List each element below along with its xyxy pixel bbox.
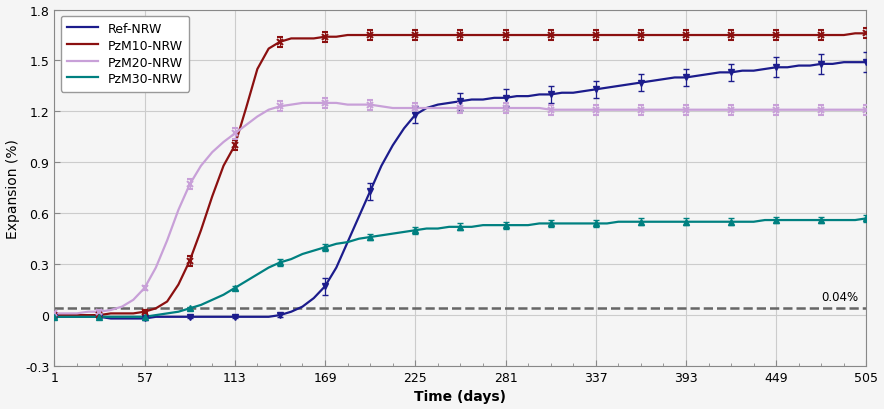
Ref-NRW [839, 61, 850, 65]
PzM20-NRW [861, 108, 872, 113]
PzM20-NRW [759, 108, 770, 113]
PzM30-NRW [49, 315, 59, 319]
PzM10-NRW [749, 34, 759, 38]
PzM10-NRW [230, 144, 240, 148]
PzM20-NRW [49, 311, 59, 316]
Ref-NRW [49, 315, 59, 319]
Line: PzM10-NRW: PzM10-NRW [54, 34, 866, 315]
PzM20-NRW [794, 108, 804, 113]
Ref-NRW [759, 67, 770, 72]
Ref-NRW [105, 316, 116, 321]
Legend: Ref-NRW, PzM10-NRW, PzM20-NRW, PzM30-NRW: Ref-NRW, PzM10-NRW, PzM20-NRW, PzM30-NRW [61, 17, 189, 92]
Ref-NRW [794, 64, 804, 69]
PzM30-NRW [782, 218, 793, 223]
Y-axis label: Expansion (%): Expansion (%) [5, 139, 19, 238]
PzM10-NRW [850, 32, 860, 37]
Line: PzM20-NRW: PzM20-NRW [54, 103, 866, 314]
PzM20-NRW [331, 101, 341, 106]
PzM30-NRW [861, 216, 872, 221]
PzM10-NRW [782, 34, 793, 38]
PzM10-NRW [320, 35, 331, 40]
PzM10-NRW [455, 34, 466, 38]
Line: PzM30-NRW: PzM30-NRW [54, 219, 866, 317]
PzM20-NRW [230, 132, 240, 137]
Ref-NRW [240, 315, 251, 319]
PzM30-NRW [749, 220, 759, 225]
PzM30-NRW [320, 245, 331, 250]
Line: Ref-NRW: Ref-NRW [54, 63, 866, 319]
PzM30-NRW [455, 225, 466, 230]
PzM10-NRW [861, 32, 872, 37]
PzM30-NRW [230, 286, 240, 291]
PzM20-NRW [467, 106, 477, 111]
PzM10-NRW [726, 34, 736, 38]
PzM30-NRW [726, 220, 736, 225]
PzM20-NRW [737, 108, 748, 113]
Ref-NRW [737, 69, 748, 74]
PzM10-NRW [49, 313, 59, 318]
Ref-NRW [861, 61, 872, 65]
Text: 0.04%: 0.04% [821, 290, 858, 303]
Ref-NRW [467, 98, 477, 103]
X-axis label: Time (days): Time (days) [415, 389, 507, 403]
PzM20-NRW [297, 101, 308, 106]
Ref-NRW [331, 265, 341, 270]
